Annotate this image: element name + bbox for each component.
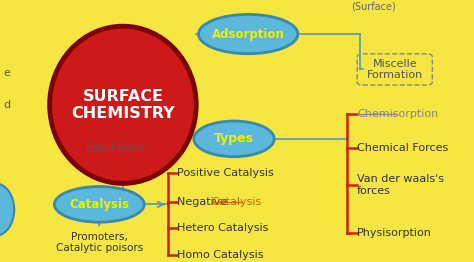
Text: Positive Catalysis: Positive Catalysis xyxy=(177,168,274,178)
Text: Chemical Forces: Chemical Forces xyxy=(357,143,448,153)
Text: SURFACE
CHEMISTRY: SURFACE CHEMISTRY xyxy=(71,89,175,121)
Text: (Surface): (Surface) xyxy=(351,2,396,12)
Ellipse shape xyxy=(0,183,14,236)
Text: Physisorption: Physisorption xyxy=(357,228,432,238)
Text: Van der waals's
forces: Van der waals's forces xyxy=(357,174,444,195)
Text: Adsorption: Adsorption xyxy=(212,28,284,41)
Text: Promoters,
Catalytic poisors: Promoters, Catalytic poisors xyxy=(55,232,143,253)
Text: Miscelle
Formation: Miscelle Formation xyxy=(366,59,423,80)
Ellipse shape xyxy=(50,26,196,183)
Text: Catalysis: Catalysis xyxy=(69,198,129,211)
Ellipse shape xyxy=(55,187,144,222)
Text: Hetero Catalysis: Hetero Catalysis xyxy=(177,223,269,233)
Text: d: d xyxy=(4,100,11,110)
Text: Types: Types xyxy=(214,132,254,145)
Text: Negative: Negative xyxy=(177,197,231,207)
Text: Homo Catalysis: Homo Catalysis xyxy=(177,250,264,260)
Ellipse shape xyxy=(199,14,298,54)
Text: e: e xyxy=(4,68,10,78)
Ellipse shape xyxy=(194,121,274,157)
Text: Emulsions: Emulsions xyxy=(86,141,146,155)
Text: Catalysis: Catalysis xyxy=(211,197,262,207)
Text: Chemisorption: Chemisorption xyxy=(357,109,438,119)
